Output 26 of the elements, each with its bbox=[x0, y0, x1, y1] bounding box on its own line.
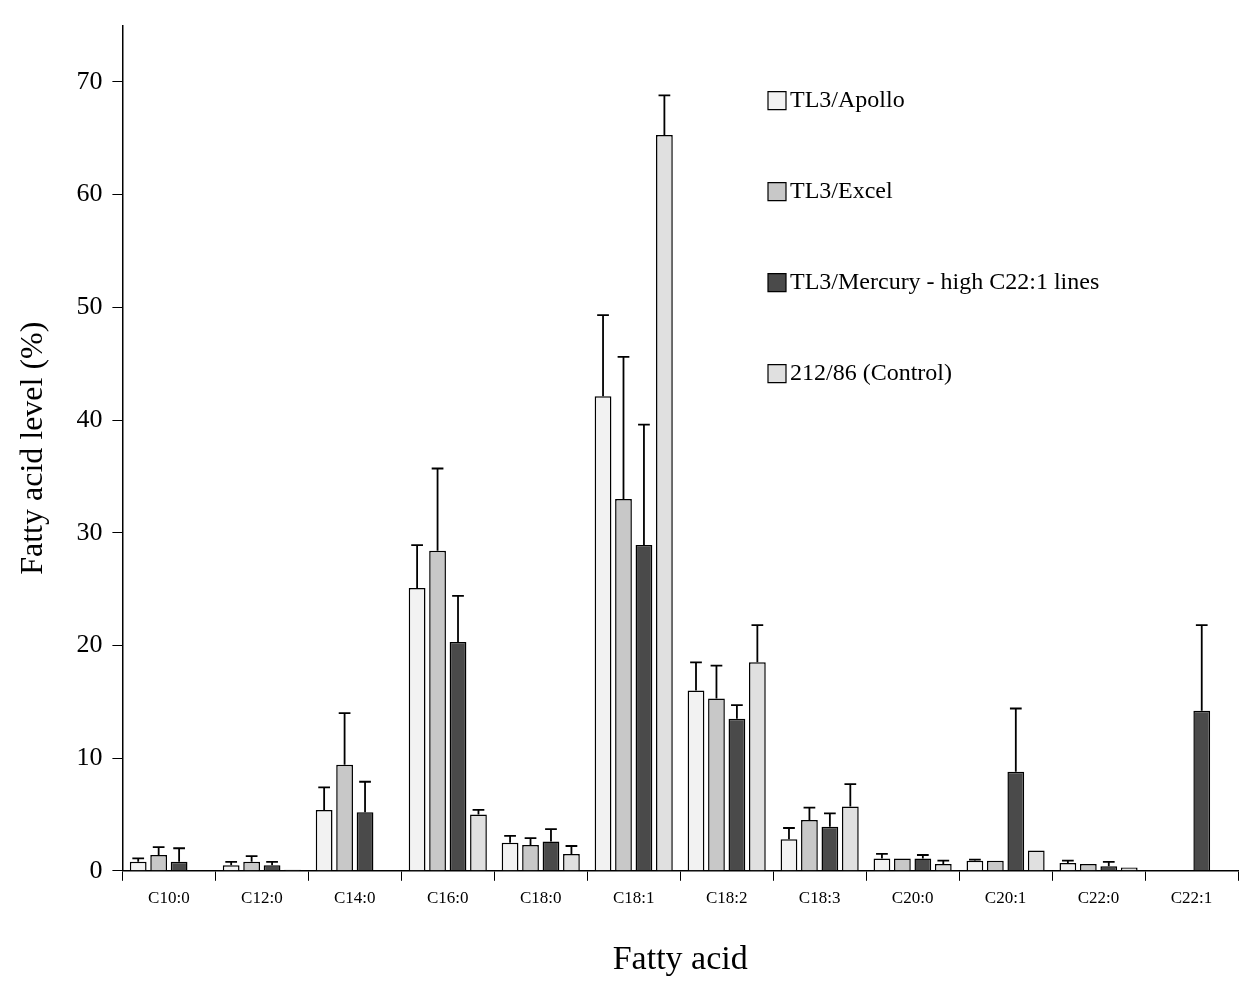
x-tick-label: C20:0 bbox=[891, 888, 934, 908]
y-tick-label: 10 bbox=[76, 741, 103, 771]
y-tick-label: 30 bbox=[76, 516, 103, 546]
y-tick-label: 50 bbox=[76, 291, 103, 321]
y-tick-label: 70 bbox=[76, 65, 103, 95]
x-tick-label: C14:0 bbox=[334, 888, 376, 908]
legend-label: TL3/Mercury - high C22:1 lines bbox=[790, 267, 1100, 294]
legend-label: TL3/Apollo bbox=[790, 85, 905, 112]
y-tick-label: 60 bbox=[76, 178, 103, 208]
x-tick-label: C18:2 bbox=[705, 888, 748, 908]
y-tick-label: 0 bbox=[89, 854, 103, 884]
x-axis-title: Fatty acid bbox=[612, 938, 748, 976]
legend-label: 212/86 (Control) bbox=[790, 358, 952, 385]
x-tick-label: C22:1 bbox=[1170, 888, 1213, 908]
y-tick-label: 20 bbox=[76, 629, 103, 659]
y-tick-label: 40 bbox=[76, 403, 103, 433]
x-tick-label: C10:0 bbox=[148, 888, 190, 908]
legend-label: TL3/Excel bbox=[790, 176, 893, 203]
x-tick-label: C18:1 bbox=[612, 888, 655, 908]
x-tick-label: C18:3 bbox=[798, 888, 841, 908]
x-tick-label: C20:1 bbox=[984, 888, 1027, 908]
x-tick-label: C18:0 bbox=[519, 888, 562, 908]
y-axis-title: Fatty acid level (%) bbox=[12, 321, 49, 575]
x-tick-label: C22:0 bbox=[1077, 888, 1120, 908]
x-tick-label: C16:0 bbox=[427, 888, 469, 908]
x-tick-label: C12:0 bbox=[241, 888, 283, 908]
